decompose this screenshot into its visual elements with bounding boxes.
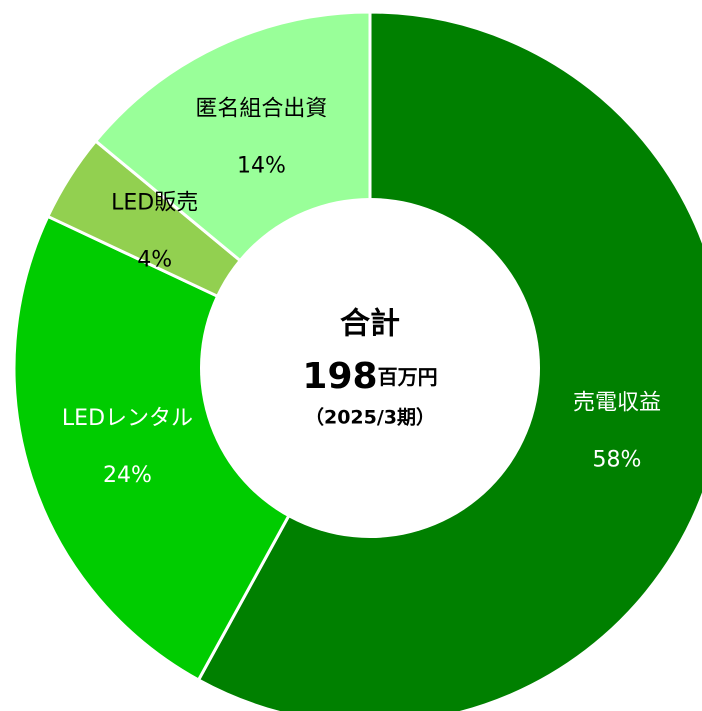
slice-label: LEDレンタル <box>62 406 193 431</box>
value-label: 14% <box>237 153 286 178</box>
center-total: 198百万円 <box>302 356 437 397</box>
center-value: 198 <box>302 356 377 397</box>
center-unit: 百万円 <box>378 365 438 389</box>
value-label: 4% <box>137 247 172 272</box>
value-label: 58% <box>593 447 642 472</box>
slice-label: 匿名組合出資 <box>195 96 327 121</box>
value-label: 24% <box>103 463 152 488</box>
slice-label: LED販売 <box>111 190 198 215</box>
donut-hole <box>200 198 540 538</box>
slice-label: 売電収益 <box>573 390 661 415</box>
center-title: 合計 <box>340 307 400 342</box>
center-note: （2025/3期） <box>305 406 435 429</box>
